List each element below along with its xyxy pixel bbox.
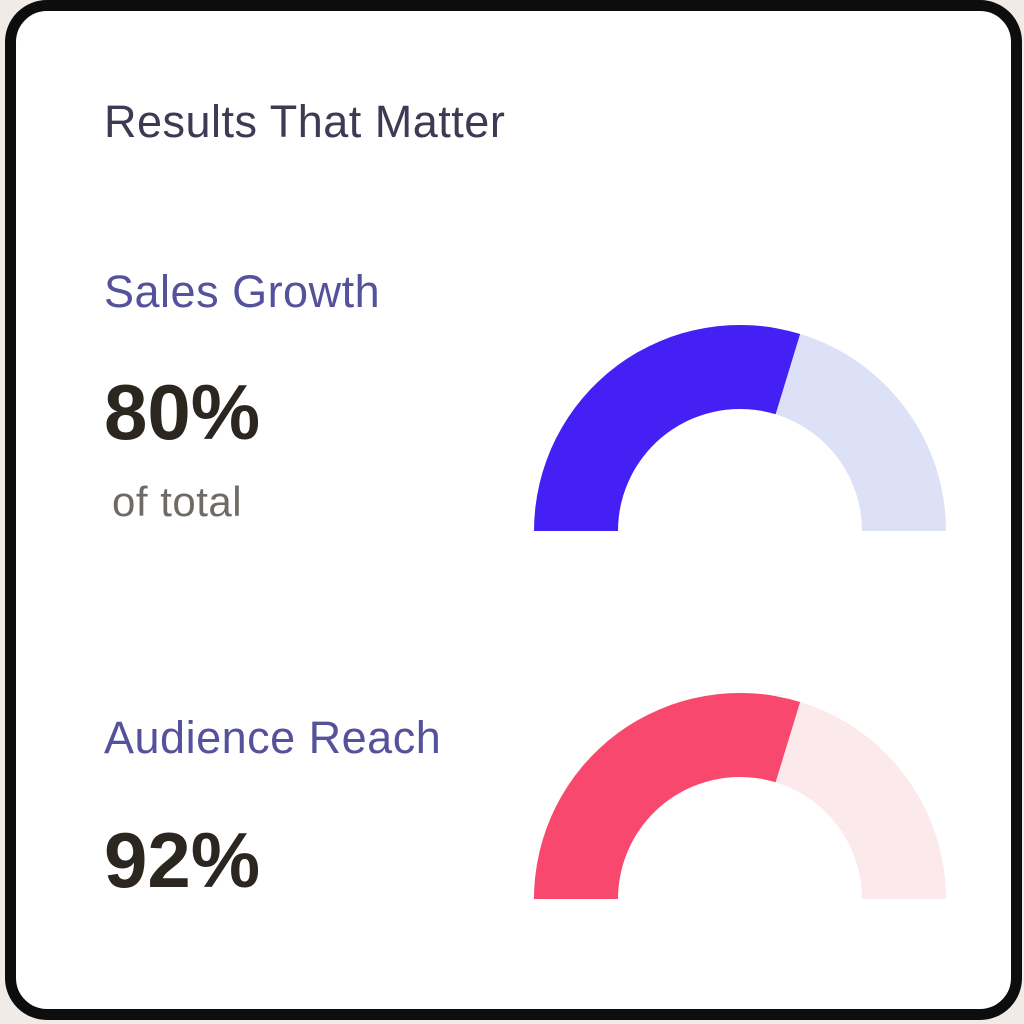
half-donut-gauge-icon [534,693,946,899]
metric-value: 92% [104,816,261,904]
gauge-fill-arc [534,693,801,899]
metric-label: Sales Growth [104,266,381,317]
results-card: Results That Matter Sales Growth 80% of … [5,0,1022,1020]
gauge-fill-arc [534,325,801,531]
gauge-track-arc [775,702,946,899]
metric-value: 80% [104,368,261,456]
sales-growth-gauge-chart [534,325,946,531]
metric-label: Audience Reach [104,712,442,763]
gauge-track-arc [775,334,946,531]
audience-reach-gauge-chart [534,693,946,899]
page-title: Results That Matter [104,96,506,147]
metric-caption: of total [112,478,243,525]
half-donut-gauge-icon [534,325,946,531]
